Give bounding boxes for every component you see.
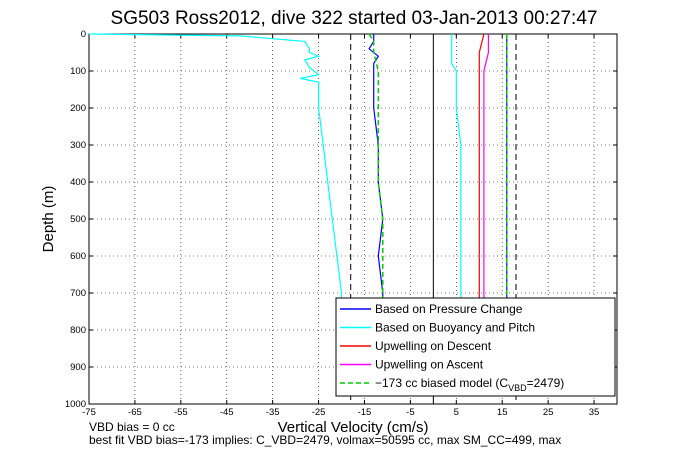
x-tick-label: 15 [497,407,508,418]
y-tick-label: 900 [70,362,86,373]
x-tick-label: -5 [406,407,414,418]
legend: Based on Pressure Change Based on Buoyanc… [335,297,616,397]
series-line-2 [451,34,462,301]
legend-label: Based on Pressure Change [375,302,523,316]
y-tick-label: 500 [70,214,86,225]
y-tick-label: 600 [70,251,86,262]
x-tick-label: -75 [82,407,96,418]
y-tick-label: 400 [70,177,86,188]
legend-box [335,297,616,397]
y-tick-label: 1000 [65,399,86,410]
axis-ticks: -75 -65 -55 -45 -35 -25 -15 -5 5 15 25 350100200300… [65,29,617,418]
series-lines [88,33,508,301]
x-tick-label: 25 [543,407,554,418]
series-line-1 [368,34,384,301]
series-line-4 [483,34,489,301]
y-tick-label: 200 [70,103,86,114]
y-tick-label: 300 [70,140,86,151]
x-tick-label: -65 [128,407,142,418]
series-line-3 [478,33,485,301]
y-axis-label: Depth (m) [40,186,57,253]
legend-label: Based on Buoyancy and Pitch [375,321,535,335]
x-tick-label: 35 [589,407,600,418]
footer-line-2: best fit VBD bias=-173 implies: C_VBD=24… [89,433,561,447]
series-line-2 [88,33,343,301]
footer-line-1: VBD bias = 0 cc [89,420,175,434]
chart-title: SG503 Ross2012, dive 322 started 03-Jan-… [111,8,598,29]
x-tick-label: -15 [358,407,372,418]
y-tick-label: 800 [70,325,86,336]
x-tick-label: -45 [220,407,234,418]
y-tick-label: 0 [81,29,86,40]
legend-label: Upwelling on Ascent [375,358,484,372]
legend-label: Upwelling on Descent [375,339,492,353]
x-axis-label: Vertical Velocity (cm/s) [278,419,429,436]
x-tick-label: -35 [266,407,280,418]
y-tick-label: 700 [70,288,86,299]
y-tick-label: 100 [70,66,86,77]
x-tick-label: -55 [174,407,188,418]
x-tick-label: -25 [312,407,326,418]
series-line-5 [368,33,384,301]
x-tick-label: 5 [454,407,459,418]
